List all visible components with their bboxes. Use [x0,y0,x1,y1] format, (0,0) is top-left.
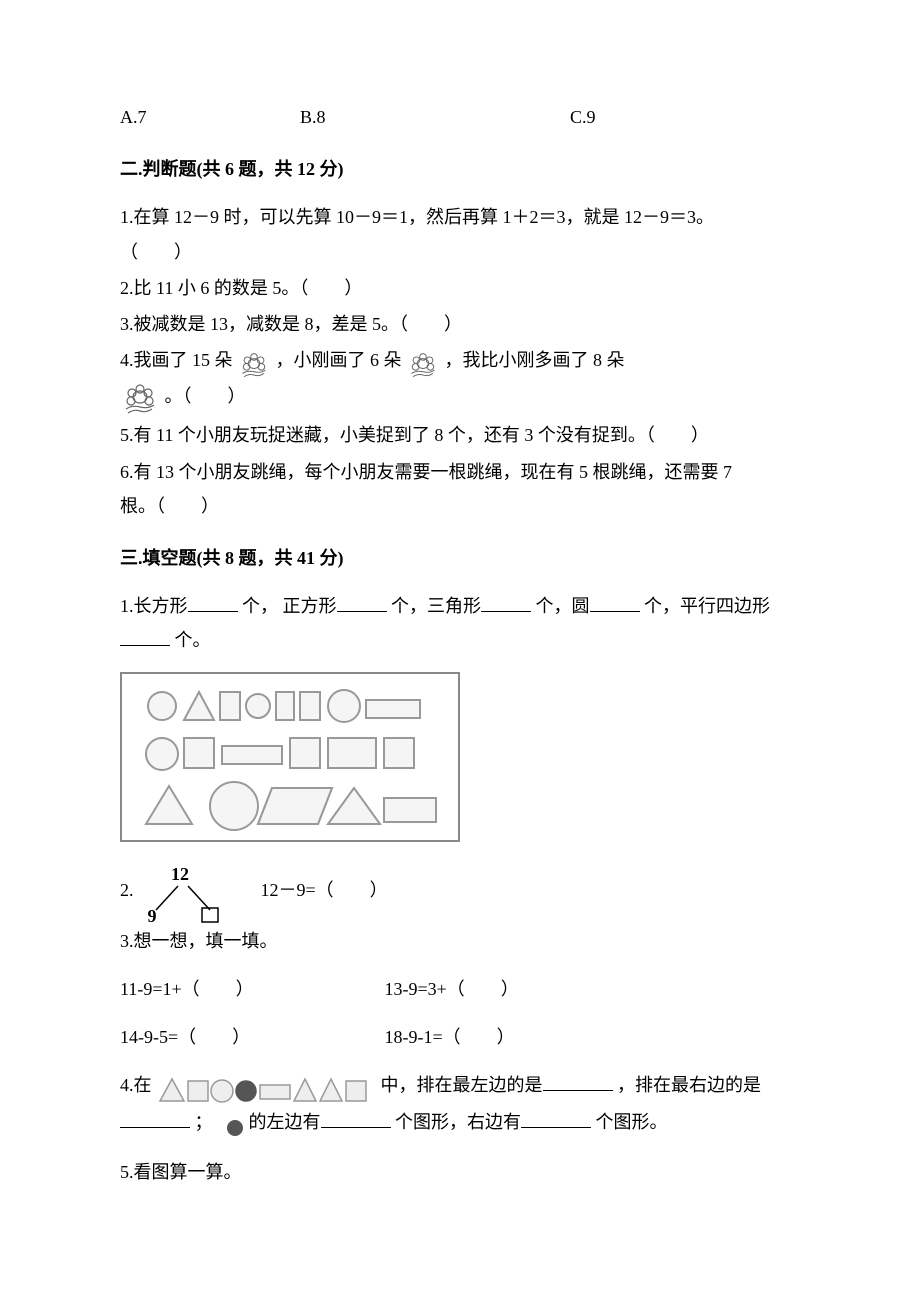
s3-q2: 2. 12 9 12－9=（ ） [120,862,800,922]
split-top: 12 [171,864,189,884]
s2-q4a: 4.我画了 15 朵 [120,350,237,370]
s3-q4g: 个图形。 [596,1112,668,1132]
s3-q1: 1.长方形 个， 正方形 个，三角形 个，圆 个，平行四边形 个。 [120,589,800,657]
flower-icon [120,382,160,419]
s3-q4f: 个图形，右边有 [395,1112,521,1132]
s3-q2b: 12－9=（ ） [261,880,388,900]
shape-row-icon [156,1071,376,1107]
option-a: A.7 [120,100,300,134]
s3-q4e: 的左边有 [249,1112,321,1132]
s3-q2a: 2. [120,880,134,900]
blank[interactable] [481,592,531,612]
s3-q1f: 个。 [175,630,211,650]
s3-q5: 5.看图算一算。 [120,1155,800,1189]
blank[interactable] [543,1071,613,1091]
s2-q6b: 根。（ ） [120,496,219,516]
s2-q1-paren: （ ） [120,242,192,262]
s2-q1: 1.在算 12－9 时，可以先算 10－9＝1，然后再算 1＋2＝3，就是 12… [120,200,800,268]
number-split-icon: 12 9 [138,864,238,924]
shapes-figure [120,672,460,842]
s2-q4: 4.我画了 15 朵 ，小刚画了 6 朵 ，我比 [120,343,800,416]
blank[interactable] [120,627,170,647]
s3-q1c: 个，三角形 [391,596,481,616]
s2-q4d: 。（ ） [165,386,246,406]
s2-q6: 6.有 13 个小朋友跳绳，每个小朋友需要一根跳绳，现在有 5 根跳绳，还需要 … [120,455,800,523]
s3-q1d: 个，圆 [536,596,590,616]
s2-q6a: 6.有 13 个小朋友跳绳，每个小朋友需要一根跳绳，现在有 5 根跳绳，还需要 … [120,462,732,482]
split-left: 9 [148,906,157,924]
s2-q4c: ，我比小刚多画了 8 朵 [445,350,625,370]
blank[interactable] [337,592,387,612]
s3-q3r2a: 14-9-5=（ ） [120,1020,380,1054]
flower-icon [237,347,271,381]
blank[interactable] [120,1108,190,1128]
s2-q1-text: 1.在算 12－9 时，可以先算 10－9＝1，然后再算 1＋2＝3，就是 12… [120,207,714,227]
flower-icon [406,347,440,381]
s3-q4d: ； [195,1112,213,1132]
s2-q4b: ，小刚画了 6 朵 [276,350,407,370]
s3-q3: 3.想一想，填一填。 [120,924,800,958]
s3-q3r1b: 13-9=3+（ ） [385,979,519,999]
section2-title: 二.判断题(共 6 题，共 12 分) [120,152,800,186]
option-c: C.9 [570,100,596,134]
blank[interactable] [321,1108,391,1128]
blank[interactable] [521,1108,591,1128]
s2-q2: 2.比 11 小 6 的数是 5。（ ） [120,271,800,305]
s3-q4c: ，排在最右边的是 [617,1075,761,1095]
s2-q3: 3.被减数是 13，减数是 8，差是 5。（ ） [120,307,800,341]
s3-q3r1a: 11-9=1+（ ） [120,972,380,1006]
solid-circle-icon [226,1109,244,1143]
blank[interactable] [590,592,640,612]
s3-q4: 4.在 中，排在最左边的是 ，排在最右边的是 ； 的左边有 个图形，右边有 个图… [120,1068,800,1141]
section3-title: 三.填空题(共 8 题，共 41 分) [120,541,800,575]
s3-q3-row1: 11-9=1+（ ） 13-9=3+（ ） [120,972,800,1006]
s3-q3-row2: 14-9-5=（ ） 18-9-1=（ ） [120,1020,800,1054]
s2-q5: 5.有 11 个小朋友玩捉迷藏，小美捉到了 8 个，还有 3 个没有捉到。（ ） [120,418,800,452]
mc-options: A.7 B.8 C.9 [120,100,800,134]
s3-q4a: 4.在 [120,1075,152,1095]
s3-q1a: 1.长方形 [120,596,188,616]
option-b: B.8 [300,100,570,134]
s3-q3r2b: 18-9-1=（ ） [385,1027,515,1047]
blank[interactable] [188,592,238,612]
s3-q1b: 个， 正方形 [242,596,337,616]
s3-q1e: 个，平行四边形 [644,596,770,616]
s3-q4b: 中，排在最左边的是 [381,1075,543,1095]
